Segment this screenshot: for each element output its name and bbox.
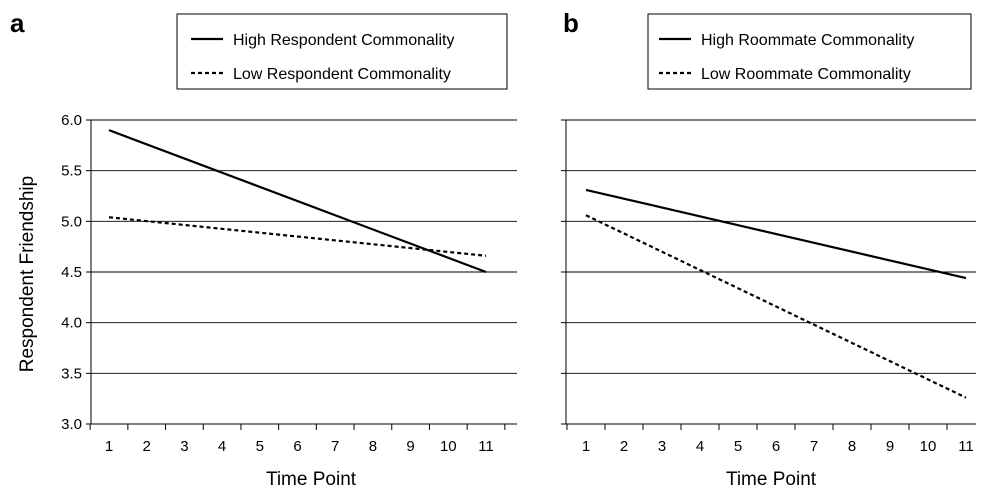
panel-a-y-tick-label: 6.0 [61,112,82,129]
panel-b-x-tick-label: 7 [810,438,818,455]
panel-a: a High Respondent Commonality Low Respon… [10,8,517,490]
panel-b-x-tick-label: 10 [920,438,937,455]
panel-a-legend: High Respondent Commonality Low Responde… [176,13,508,90]
panel-a-y-tick-label: 4.5 [61,264,82,281]
panel-a-x-tick-label: 9 [406,438,414,455]
panel-a-y-tick-label: 3.5 [61,365,82,382]
panel-b-legend-label-high: High Roommate Commonality [701,32,914,49]
panel-a-x-tick-label: 2 [143,438,151,455]
panel-a-y-tick-label: 5.5 [61,163,82,180]
panel-a-x-tick-label: 3 [180,438,188,455]
panel-b-legend-box [647,13,972,90]
panel-b-x-tick-label: 3 [658,438,666,455]
panel-b-series-high-line [585,188,967,280]
panel-b-legend: High Roommate Commonality Low Roommate C… [647,13,972,90]
panel-a-x-tick-label: 7 [331,438,339,455]
panel-a-label: a [10,8,25,38]
panel-a-y-axis-label: Respondent Friendship [17,176,38,372]
panel-a-x-tick-label: 11 [478,438,494,455]
panel-a-y-tick-label: 5.0 [61,213,82,230]
panel-b-x-tick-label: 8 [848,438,856,455]
panel-b-series-low-line [585,214,967,399]
panel-a-x-axis-label: Time Point [266,469,357,490]
panel-a-legend-label-low: Low Respondent Commonality [233,66,451,83]
panel-a-y-tick-label: 4.0 [61,315,82,332]
panel-b-x-tick-label: 2 [620,438,628,455]
panel-a-x-tick-label: 5 [256,438,264,455]
panel-b: b High Roommate Commonality Low Roommate… [561,8,976,490]
panel-b-x-tick-label: 6 [772,438,780,455]
panel-b-x-tick-label: 1 [582,438,590,455]
panel-a-x-tick-label: 1 [105,438,113,455]
panel-a-x-tick-label: 6 [293,438,301,455]
panel-b-x-tick-label: 11 [958,438,974,455]
panel-a-legend-label-high: High Respondent Commonality [233,32,454,49]
panel-b-x-axis-label: Time Point [726,469,817,490]
panel-b-x-tick-label: 4 [696,438,704,455]
panel-a-y-tick-label: 3.0 [61,416,82,433]
panel-b-x-tick-label: 5 [734,438,742,455]
panel-b-label: b [563,8,579,38]
panel-a-x-tick-label: 10 [440,438,457,455]
panel-a-legend-box [176,13,508,90]
panel-a-plot-area: 3.0 3.5 4.0 4.5 5.0 5.5 6.0 1 2 3 4 5 6 7 8 9 10 11 [61,112,517,455]
panel-a-series-low-line [108,216,487,257]
panel-b-legend-label-low: Low Roommate Commonality [701,66,911,83]
panel-b-plot-area: 1 2 3 4 5 6 7 8 9 10 11 [561,119,976,455]
panel-b-x-tick-label: 9 [886,438,894,455]
panel-a-x-tick-label: 8 [369,438,377,455]
panel-a-x-tick-label: 4 [218,438,226,455]
